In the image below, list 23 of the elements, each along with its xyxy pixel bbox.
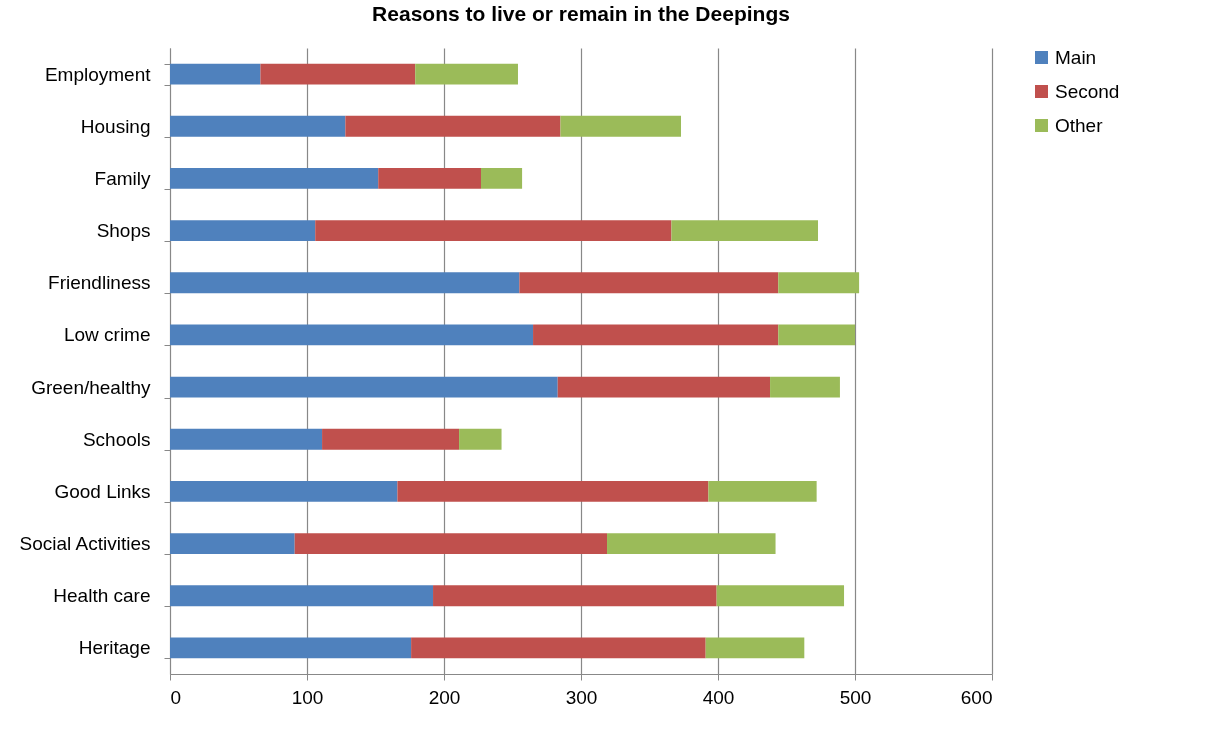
legend-label: Main xyxy=(1055,46,1097,68)
y-tick-label: Good Links xyxy=(54,480,151,502)
y-tick-label: Employment xyxy=(44,63,152,85)
y-tick-label: Green/healthy xyxy=(31,376,151,398)
x-tick-label: 0 xyxy=(170,686,182,708)
x-tick-label: 500 xyxy=(839,686,872,708)
y-tick-label: Health care xyxy=(53,585,151,607)
x-tick-label: 300 xyxy=(565,686,598,708)
legend-label: Other xyxy=(1055,114,1104,136)
y-tick-label: Schools xyxy=(82,428,151,450)
y-tick-label: Family xyxy=(94,167,151,189)
y-tick-label: Shops xyxy=(96,220,151,242)
chart-title: Reasons to live or remain in the Deepings xyxy=(372,2,790,25)
y-tick-label: Friendliness xyxy=(48,272,151,294)
x-tick-label: 400 xyxy=(702,686,735,708)
x-tick-label: 200 xyxy=(428,686,461,708)
legend-label: Second xyxy=(1055,80,1120,102)
y-tick-label: Low crime xyxy=(63,324,151,346)
x-tick-label: 100 xyxy=(291,686,324,708)
y-tick-label: Housing xyxy=(80,115,151,137)
y-tick-label: Heritage xyxy=(78,637,151,659)
x-tick-label: 600 xyxy=(960,686,993,708)
y-tick-label: Social Activities xyxy=(19,533,151,555)
